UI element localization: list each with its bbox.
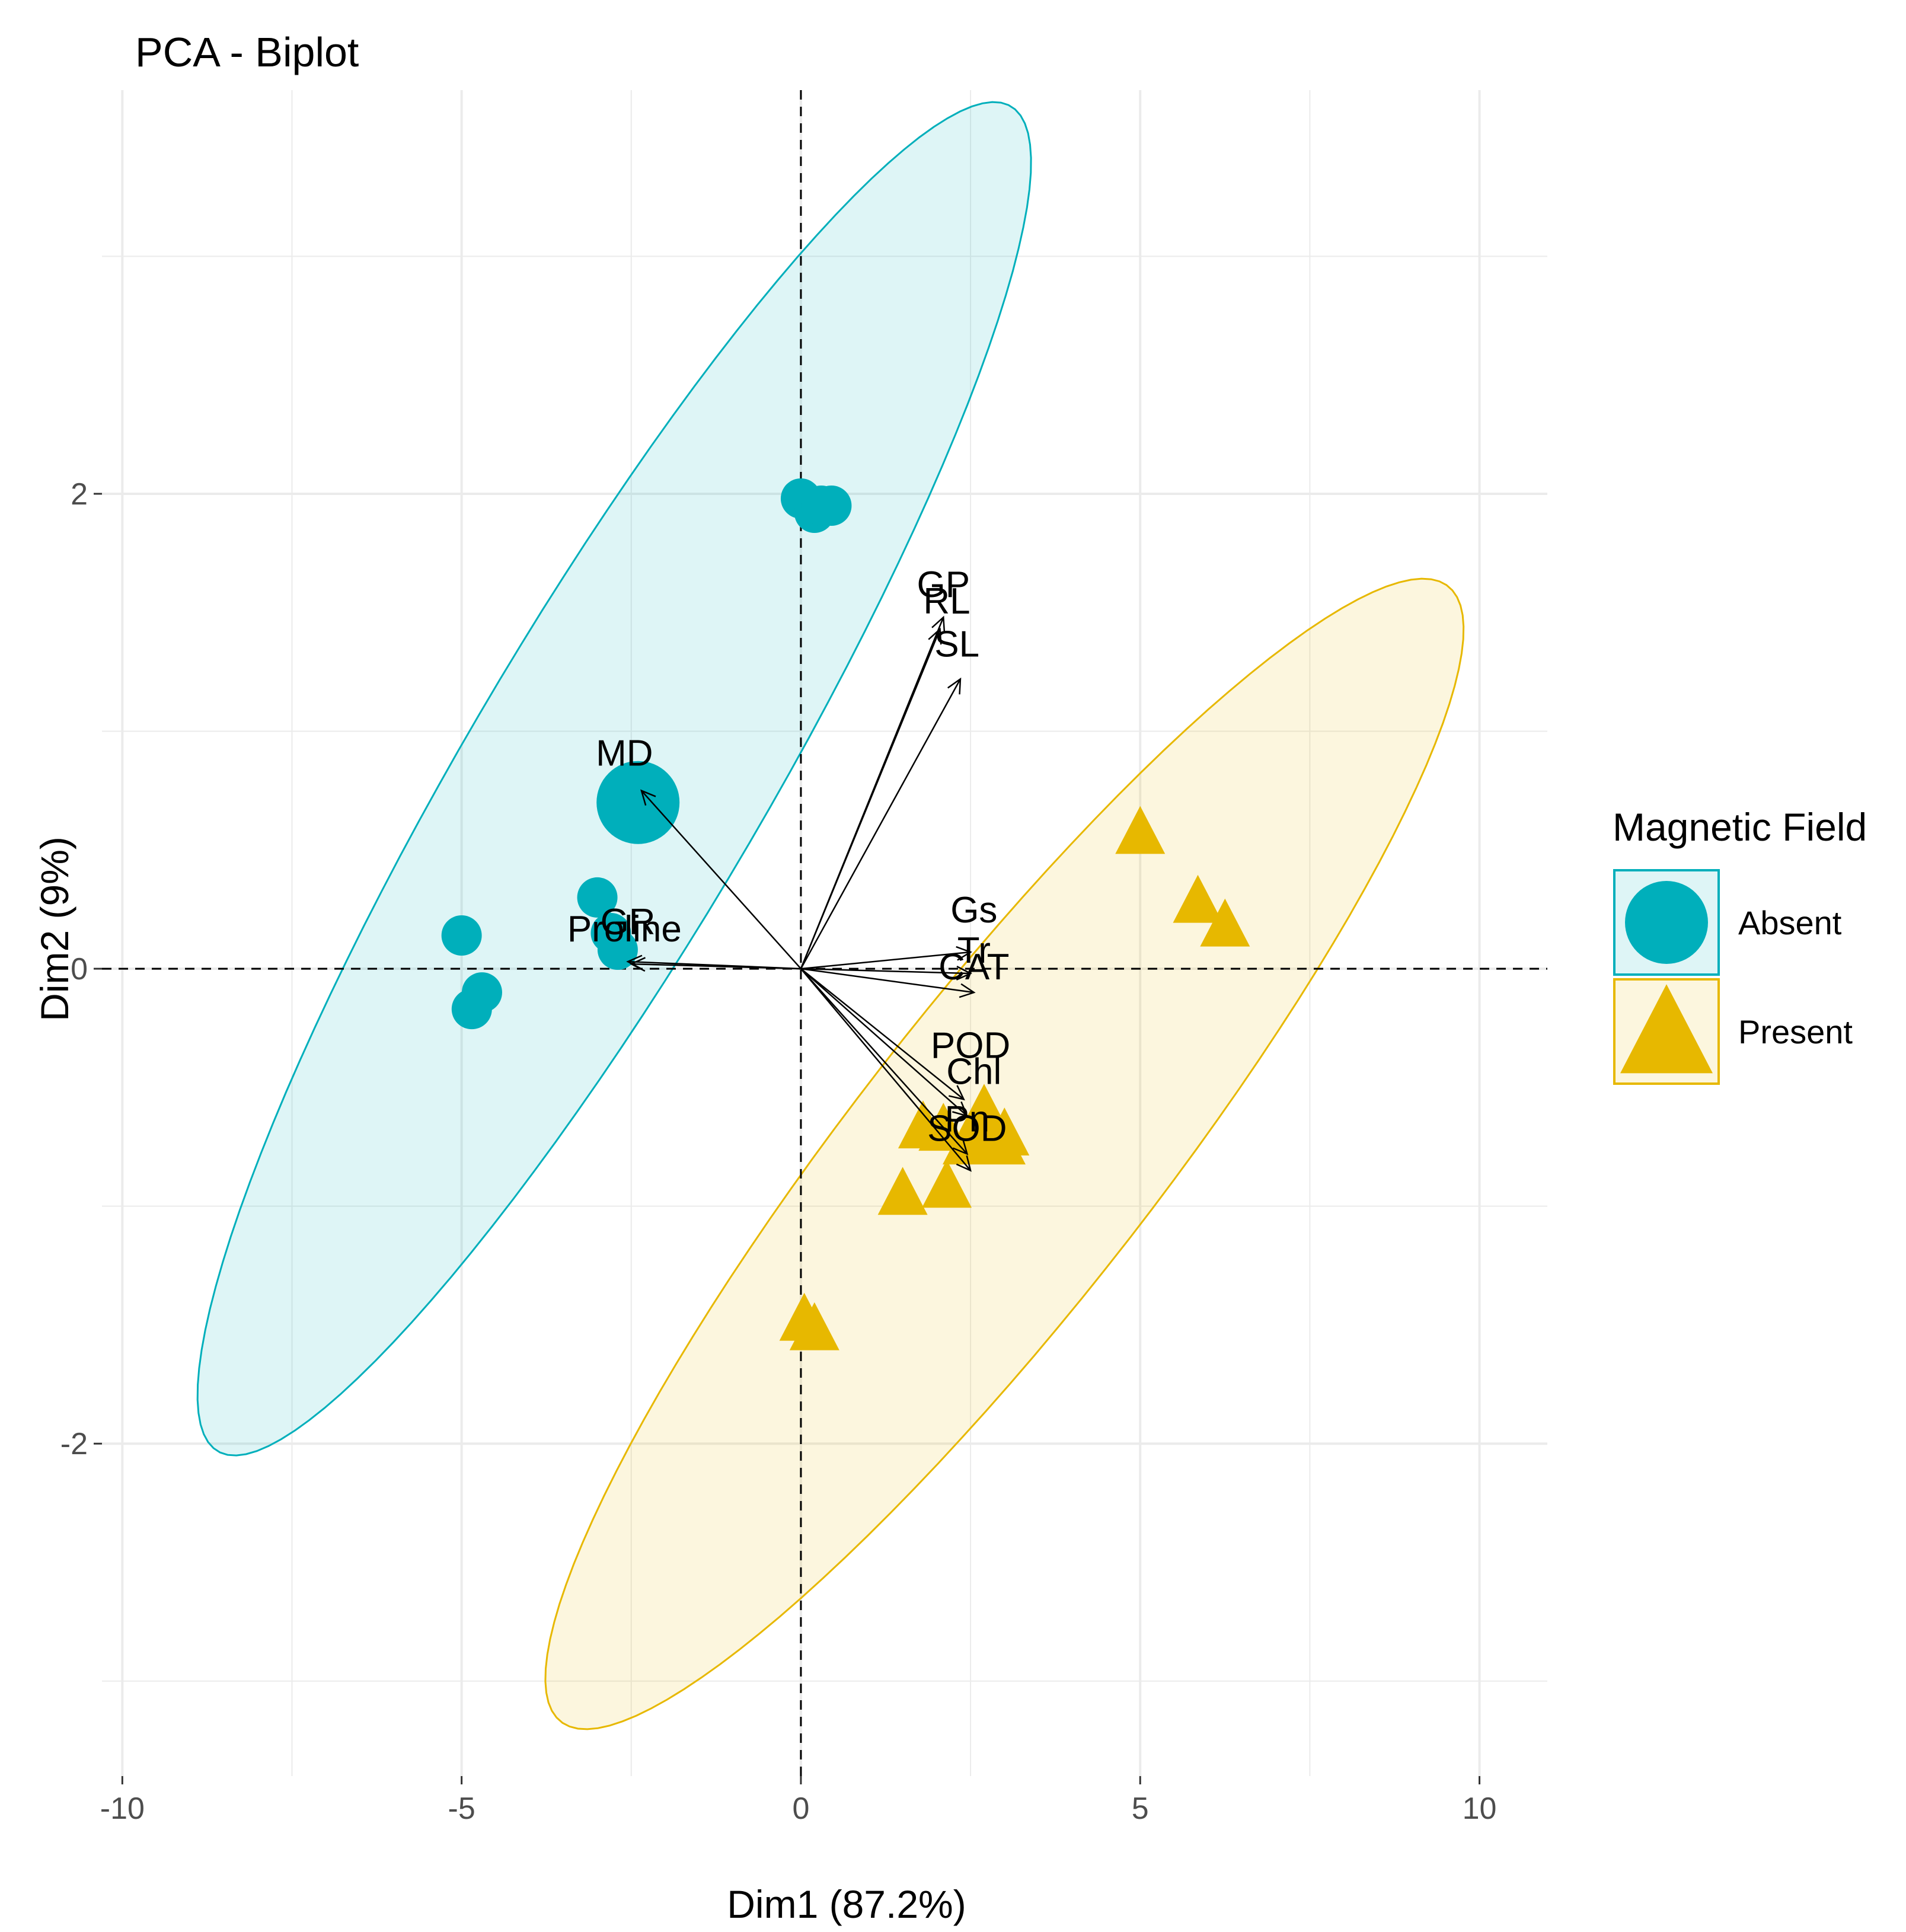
- point-present: [1115, 806, 1166, 854]
- y-tick-label: -2: [60, 1427, 88, 1461]
- x-tick-label: 10: [1463, 1792, 1497, 1826]
- arrow-head-sod: [956, 1155, 972, 1172]
- legend-label-present: Present: [1738, 1013, 1853, 1050]
- x-tick-label: 5: [1132, 1792, 1149, 1826]
- arrow-proline: [631, 963, 801, 970]
- legend-symbol-absent: [1625, 881, 1708, 964]
- arrow-sod: [800, 968, 972, 1171]
- x-axis-label: Dim1 (87.2%): [727, 1882, 966, 1926]
- y-tick-label: 0: [71, 952, 88, 986]
- point-present: [1200, 898, 1250, 947]
- arrow-head-tr: [956, 966, 972, 981]
- x-tick-label: -5: [448, 1792, 475, 1826]
- point-absent: [441, 915, 482, 956]
- arrow-sl: [800, 678, 962, 969]
- legend-symbol-present: [1620, 984, 1713, 1074]
- variable-label-chl: Chl: [946, 1051, 1001, 1092]
- variable-label-sl: SL: [934, 624, 979, 665]
- x-tick-label: 0: [792, 1792, 809, 1826]
- point-absent: [577, 877, 618, 918]
- legend-label-absent: Absent: [1738, 904, 1842, 941]
- arrow-head-gp: [931, 615, 946, 633]
- arrow-head-proline: [629, 957, 646, 972]
- centroid-present: [942, 1084, 1026, 1165]
- arrow-head-pn: [952, 1139, 969, 1155]
- arrow-head-chl: [952, 1101, 969, 1117]
- x-tick-label: -10: [100, 1792, 145, 1826]
- y-tick-label: 2: [71, 477, 88, 512]
- arrow-md: [641, 790, 802, 969]
- arrow-head-pod: [949, 1085, 965, 1101]
- data-points: [441, 478, 1250, 1350]
- variable-label-gp: GP: [917, 564, 970, 605]
- variable-label-pn: Pn: [944, 1098, 989, 1139]
- variable-label-cat: CAT: [938, 947, 1009, 988]
- variable-label-rl: RL: [923, 581, 970, 622]
- legend: Magnetic Field Absent Present: [1613, 805, 1867, 1085]
- centroid-absent: [596, 761, 680, 844]
- arrow-chl: [800, 968, 968, 1117]
- arrow-pn: [800, 968, 968, 1155]
- arrow-head-cat: [959, 983, 976, 998]
- y-axis-label: Dim2 (9%): [33, 836, 76, 1021]
- variable-label-gr: GR: [601, 902, 656, 943]
- arrow-head-gs: [956, 946, 972, 961]
- point-absent: [451, 989, 492, 1030]
- variable-label-proline: Proline: [567, 909, 682, 950]
- point-present: [877, 1167, 928, 1215]
- variable-label-tr: Tr: [957, 930, 991, 971]
- variable-label-md: MD: [596, 733, 653, 774]
- arrow-gs: [800, 951, 971, 970]
- y-axis-ticks: -2 0 2: [60, 477, 102, 1461]
- variable-label-sod: SOD: [927, 1108, 1007, 1149]
- point-present: [789, 1302, 839, 1350]
- point-absent: [801, 485, 842, 526]
- arrow-cat: [800, 967, 974, 994]
- arrow-head-md: [640, 789, 656, 806]
- arrow-tr: [800, 967, 971, 975]
- arrow-head-sl: [947, 677, 962, 695]
- point-present: [922, 1160, 972, 1208]
- arrow-pod: [800, 968, 965, 1100]
- point-absent: [597, 930, 638, 970]
- arrow-rl: [800, 628, 941, 969]
- variable-label-pod: POD: [931, 1025, 1010, 1066]
- variable-label-gs: Gs: [950, 890, 997, 931]
- x-axis-ticks: -10 -5 0 5 10: [100, 1776, 1497, 1826]
- legend-title: Magnetic Field: [1613, 805, 1867, 849]
- chart-title: PCA - Biplot: [135, 29, 359, 75]
- point-present: [1173, 874, 1223, 923]
- arrow-head-rl: [928, 627, 942, 645]
